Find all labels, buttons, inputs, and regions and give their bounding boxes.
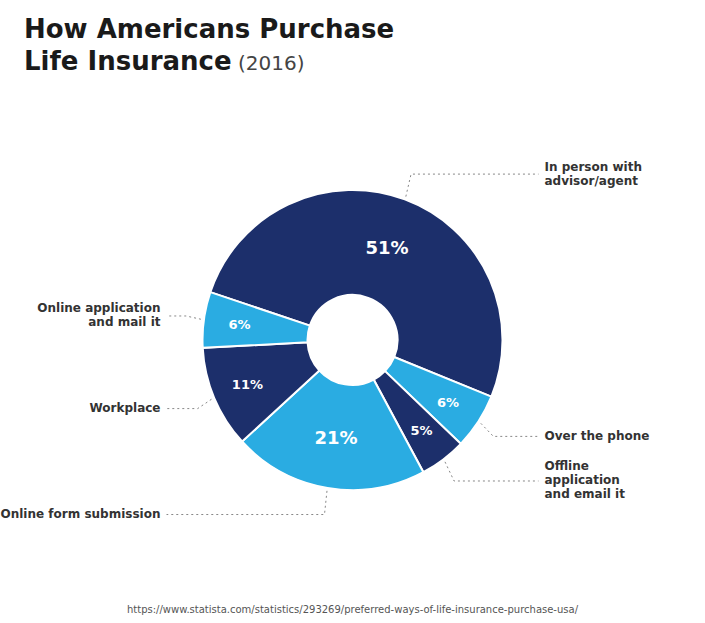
- leader-line: [445, 462, 538, 481]
- labels: 51% 6% 5% 21% 11% 6% In person withadvisor/age…: [1, 160, 650, 521]
- data-label: 11%: [232, 377, 263, 392]
- category-label: Online form submission: [1, 507, 161, 521]
- category-label: In person withadvisor/agent: [545, 160, 642, 188]
- title: How Americans PurchaseLife Insurance: [24, 14, 394, 76]
- data-label: 5%: [410, 423, 432, 438]
- source: https://www.statista.com/statistics/2932…: [127, 604, 579, 615]
- data-label: 6%: [437, 395, 459, 410]
- chart: How Americans PurchaseLife Insurance (20…: [0, 0, 705, 623]
- data-label: 21%: [314, 427, 357, 448]
- leader-line: [167, 316, 201, 319]
- data-label: 6%: [229, 317, 251, 332]
- category-label: Workplace: [89, 401, 160, 415]
- leader-line: [167, 491, 327, 515]
- slice: [203, 292, 310, 348]
- category-label: Offlineapplicationand email it: [545, 459, 626, 501]
- data-label: 51%: [365, 237, 408, 258]
- slice: [203, 342, 320, 441]
- leader-line: [481, 423, 539, 436]
- leader-line: [406, 174, 539, 196]
- subtitle: (2016): [232, 51, 305, 75]
- leader-line: [167, 399, 212, 408]
- category-label: Online applicationand mail it: [37, 301, 160, 329]
- slices: [203, 190, 503, 490]
- category-label: Over the phone: [545, 429, 650, 443]
